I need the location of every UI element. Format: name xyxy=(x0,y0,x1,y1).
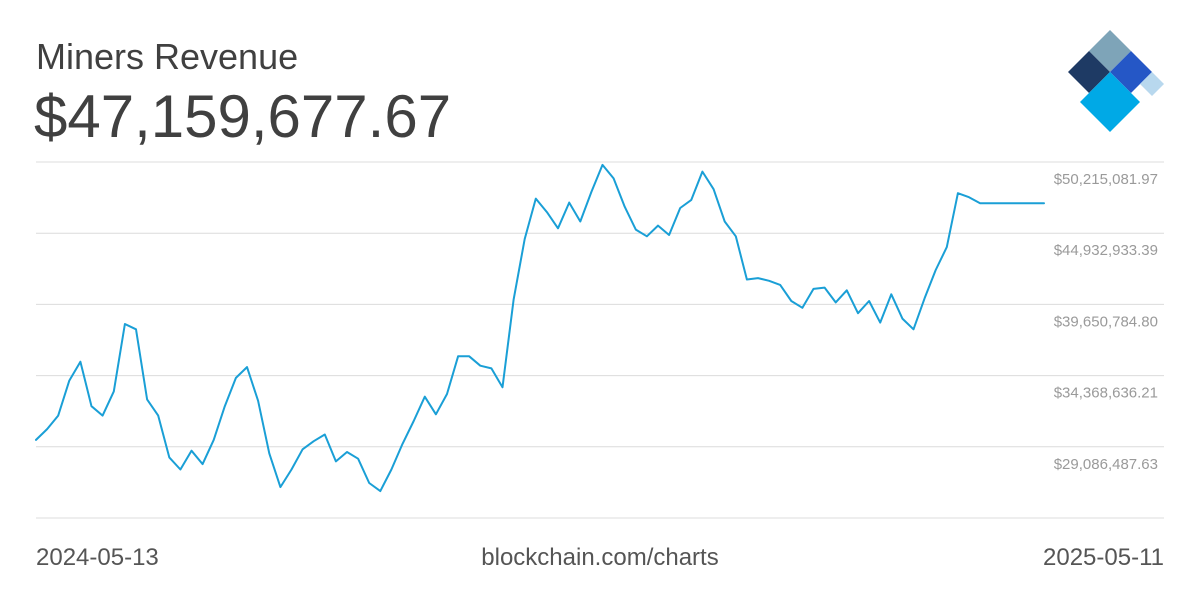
source-label: blockchain.com/charts xyxy=(481,544,719,571)
y-tick-label: $29,086,487.63 xyxy=(1054,456,1158,473)
series-line xyxy=(35,163,1045,493)
logo-far-right-tile xyxy=(1140,72,1164,96)
y-tick-label: $34,368,636.21 xyxy=(1054,385,1158,402)
y-tick-label: $44,932,933.39 xyxy=(1054,242,1158,259)
y-tick-label: $50,215,081.97 xyxy=(1054,171,1158,188)
grid-lines xyxy=(36,161,1164,519)
chart-title: Miners Revenue xyxy=(36,36,299,77)
x-start-date: 2024-05-13 xyxy=(36,544,159,571)
y-axis-tick-labels: $29,086,487.63 $34,368,636.21 $39,650,784.… xyxy=(1054,171,1158,473)
current-value: $47,159,677.67 xyxy=(34,83,452,150)
series-group xyxy=(35,163,1045,493)
y-tick-label: $39,650,784.80 xyxy=(1054,313,1158,330)
x-end-date: 2025-05-11 xyxy=(1043,544,1164,571)
logo-bottom-tile xyxy=(1080,72,1140,132)
blockchain-logo-icon xyxy=(1068,30,1164,132)
